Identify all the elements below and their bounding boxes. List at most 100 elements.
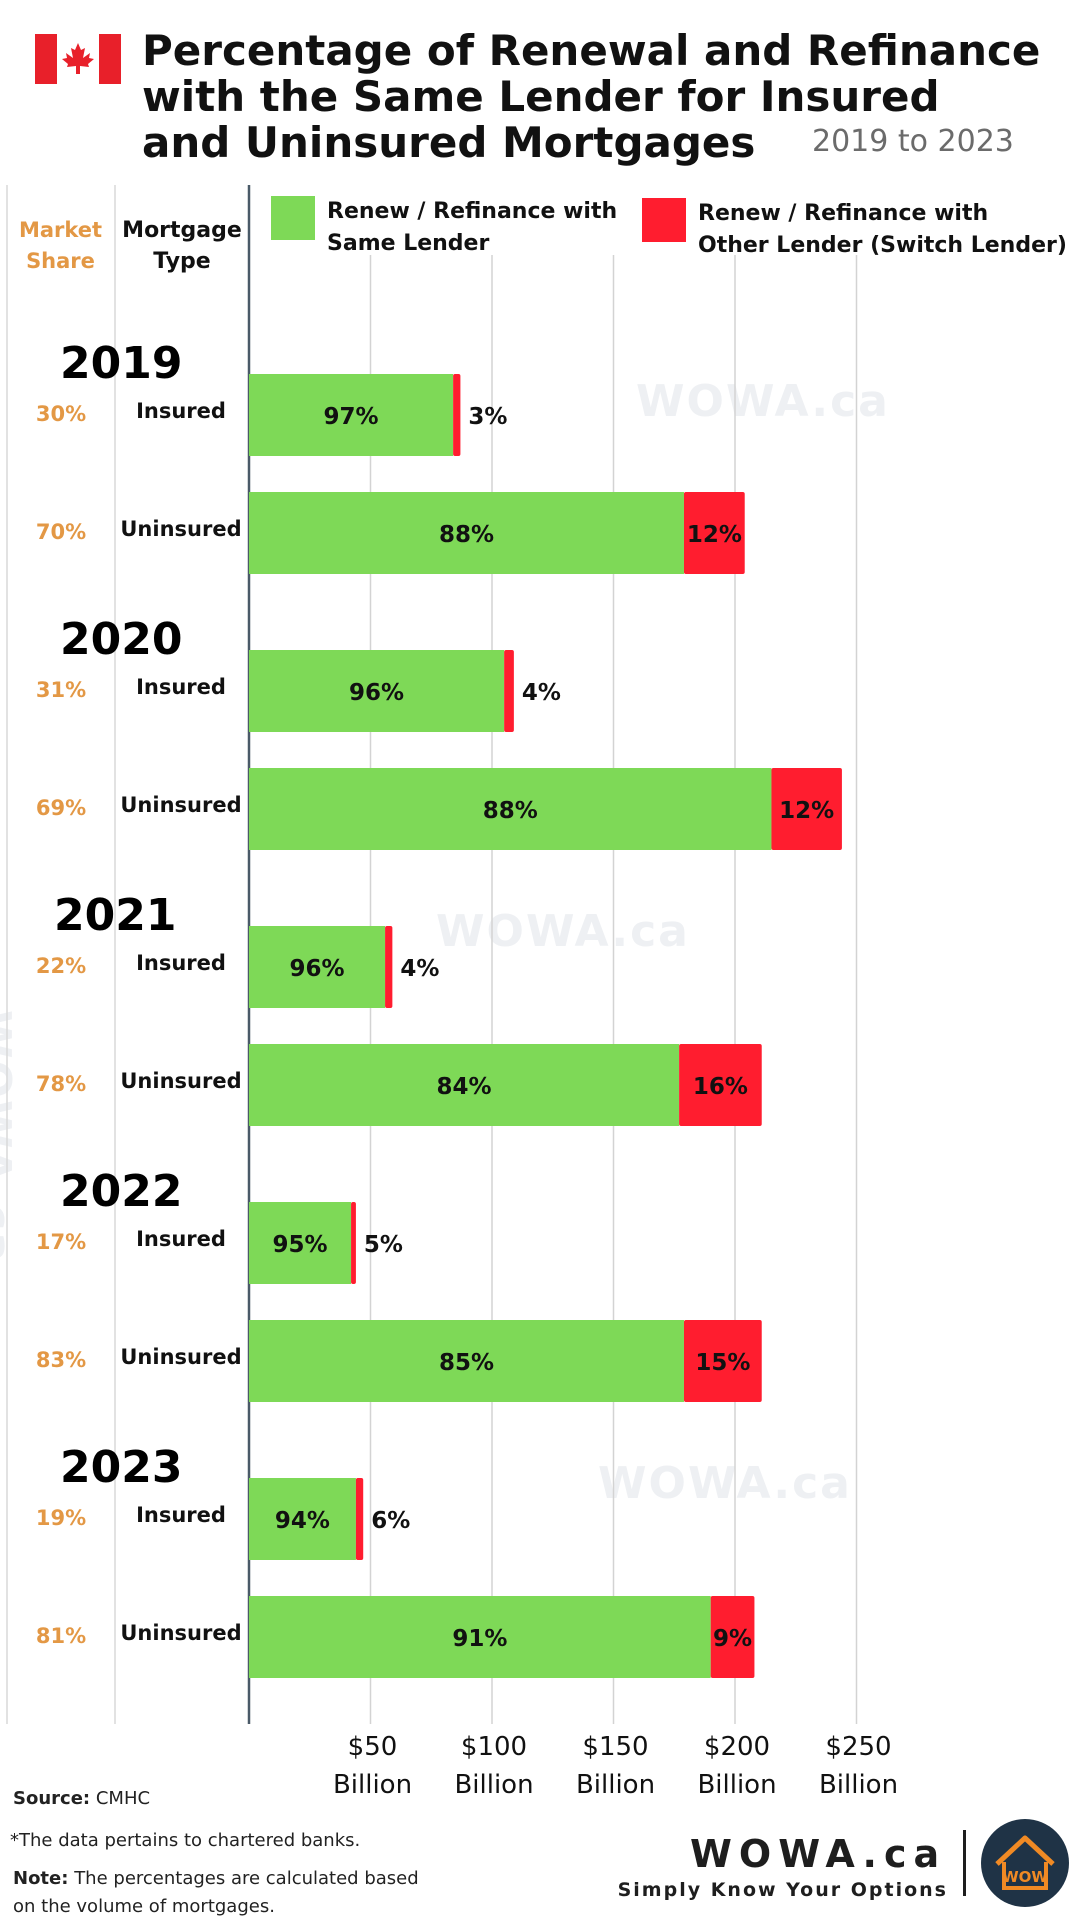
mortgage-type-label: Uninsured (120, 793, 242, 817)
market-share-value: 19% (35, 1506, 87, 1530)
market-share-value: 69% (35, 796, 87, 820)
column-header-line: Market (18, 218, 103, 242)
x-tick-label-line: Billion (697, 1770, 777, 1800)
mortgage-type-label: Uninsured (120, 517, 242, 541)
data-label-other-lender: 12% (687, 522, 742, 548)
bar-same-lender (249, 374, 454, 456)
source-line: Source: CMHC (13, 1788, 150, 1809)
column-header-line: Type (153, 249, 211, 274)
data-label-same-lender: 97% (324, 404, 379, 430)
column-header-line: Share (26, 249, 95, 273)
year-label: 2021 (54, 890, 177, 941)
bar-same-lender (249, 768, 772, 850)
title-line: with the Same Lender for Insured (142, 72, 940, 121)
market-share-value: 30% (35, 402, 87, 426)
brand-tagline: Simply Know Your Options (617, 1879, 948, 1901)
chart-title: Percentage of Renewal and Refinance with… (142, 28, 1042, 166)
bar-same-lender (249, 492, 684, 574)
note-label: Note: (13, 1868, 69, 1889)
year-label: 2019 (60, 338, 183, 389)
market-share-value: 22% (35, 954, 87, 978)
data-label-same-lender: 84% (437, 1074, 492, 1100)
bar-same-lender (249, 1202, 352, 1284)
brand-divider (963, 1830, 966, 1896)
x-tick-label-line: $250 (825, 1732, 892, 1762)
x-tick-label-line: $50 (347, 1732, 398, 1762)
market-share-value: 83% (35, 1348, 87, 1372)
mortgage-type-label: Insured (136, 399, 226, 423)
legend-label-line: Renew / Refinance with (698, 201, 989, 226)
market-share-value: 78% (35, 1072, 87, 1096)
data-label-other-lender: 6% (371, 1508, 410, 1534)
data-label-other-lender: 5% (364, 1232, 403, 1258)
x-tick-label: $250 Billion (799, 1728, 919, 1804)
x-tick-label-line: Billion (575, 1770, 656, 1800)
canada-flag-icon (35, 34, 121, 84)
bar-other-lender (453, 374, 461, 456)
mortgage-type-label: Uninsured (120, 1069, 242, 1093)
market-share-value: 31% (35, 678, 87, 702)
bar-other-lender (355, 1478, 364, 1560)
bar-other-lender (385, 926, 393, 1008)
mortgage-type-column-header: Mortgage Type (116, 215, 248, 277)
year-label: 2023 (60, 1442, 183, 1493)
x-tick-label-line: Billion (454, 1770, 534, 1800)
watermark: WOWA.ca (436, 906, 690, 957)
data-label-same-lender: 96% (349, 680, 404, 706)
source-label: Source: (13, 1788, 91, 1809)
wowa-house-logo-icon: WOW (981, 1819, 1069, 1907)
data-label-same-lender: 94% (275, 1508, 330, 1534)
x-tick-label: $50 Billion (313, 1728, 433, 1804)
data-label-same-lender: 95% (272, 1232, 327, 1258)
year-label: 2020 (60, 614, 183, 665)
market-share-value: 70% (35, 520, 87, 544)
legend-label: Renew / Refinance with Other Lender (Swi… (698, 198, 1067, 262)
data-label-other-lender: 4% (522, 680, 561, 706)
bar-same-lender (249, 1320, 684, 1402)
mortgage-type-label: Insured (136, 675, 226, 699)
mortgage-type-label: Insured (136, 951, 226, 975)
mortgage-type-label: Insured (136, 1503, 226, 1527)
data-label-other-lender: 16% (693, 1074, 748, 1100)
data-label-same-lender: 91% (452, 1626, 507, 1652)
legend-label-line: Same Lender (327, 231, 490, 256)
bar-same-lender (249, 926, 386, 1008)
mortgage-type-label: Uninsured (120, 1621, 242, 1645)
bar-same-lender (249, 650, 505, 732)
legend-label: Renew / Refinance with Same Lender (327, 196, 617, 260)
data-label-other-lender: 15% (695, 1350, 750, 1376)
watermark: WOWA.ca (598, 1458, 852, 1509)
footnote: *The data pertains to chartered banks. (10, 1830, 361, 1851)
logo-text: WOW (1002, 1868, 1048, 1886)
legend-label-line: Other Lender (Switch Lender) (698, 233, 1067, 258)
data-label-same-lender: 88% (439, 522, 494, 548)
bar-same-lender (249, 1478, 356, 1560)
x-tick-label-line: Billion (818, 1770, 899, 1800)
brand-name: WOWA.ca (690, 1832, 947, 1876)
source-value: CMHC (95, 1788, 151, 1809)
legend-other-lender: Renew / Refinance with Other Lender (Swi… (642, 198, 1072, 262)
market-share-value: 81% (35, 1624, 87, 1648)
data-label-other-lender: 12% (779, 798, 834, 824)
market-share-value: 17% (35, 1230, 87, 1254)
mortgage-type-label: Insured (136, 1227, 226, 1251)
x-tick-label-line: $150 (582, 1732, 649, 1762)
column-header-line: Mortgage (122, 218, 242, 243)
bar-other-lender (351, 1202, 356, 1284)
data-label-other-lender: 4% (400, 956, 439, 982)
watermark: WOWA.ca (636, 376, 890, 427)
legend-swatch-green (271, 196, 315, 240)
market-share-column-header: Market Share (8, 215, 113, 277)
data-label-same-lender: 85% (439, 1350, 494, 1376)
x-tick-label: $200 Billion (677, 1728, 797, 1804)
chart-subtitle: 2019 to 2023 (812, 124, 1014, 159)
legend-label-line: Renew / Refinance with (327, 199, 618, 224)
note-text: The percentages are calculated based on … (13, 1868, 419, 1917)
x-tick-label-line: Billion (332, 1770, 413, 1800)
bar-same-lender (249, 1044, 680, 1126)
bar-other-lender (710, 1596, 755, 1678)
data-label-same-lender: 96% (290, 956, 345, 982)
bar-other-lender (683, 1320, 762, 1402)
